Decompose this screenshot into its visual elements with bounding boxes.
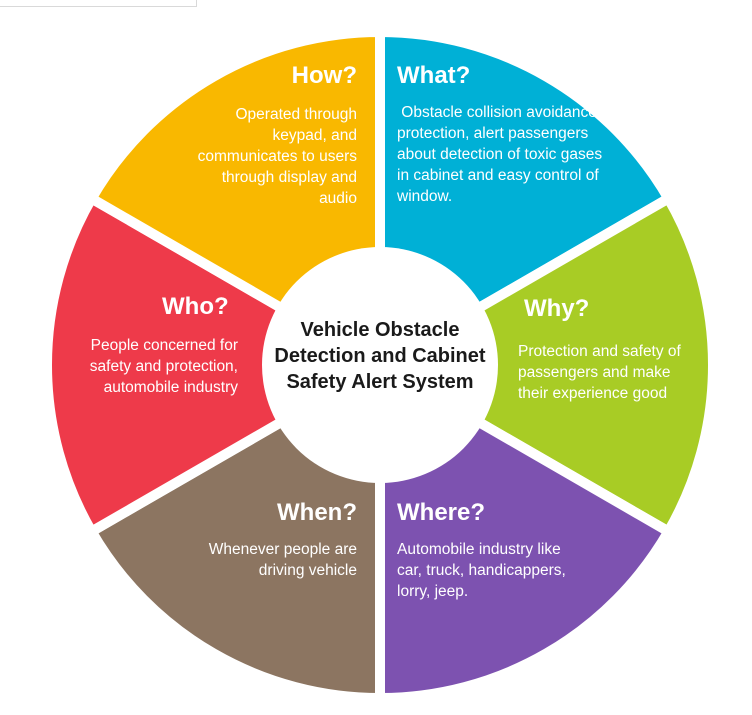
segment-who-line: safety and protection, [89, 358, 238, 375]
segment-why-body: Protection and safety of passengers and … [518, 341, 718, 404]
segment-how-title: How? [291, 62, 357, 89]
segment-how-body: Operated through keypad, and communicate… [150, 104, 357, 209]
segment-why-title: Why? [524, 295, 590, 322]
segment-when: When? Whenever people are driving vehicl… [150, 499, 357, 581]
segment-when-line: Whenever people are [208, 541, 357, 558]
segment-what-line: about detection of toxic gases [397, 146, 603, 163]
segment-how-line: through display and [221, 169, 357, 186]
segment-what-line: in cabinet and easy control of [397, 167, 599, 184]
segment-who-body: People concerned for safety and protecti… [66, 335, 238, 398]
segment-where-title: Where? [397, 499, 486, 526]
center-hub [262, 247, 498, 483]
segment-what-title: What? [397, 62, 471, 89]
segment-when-body: Whenever people are driving vehicle [150, 539, 357, 581]
segment-who-line: People concerned for [90, 337, 238, 354]
segment-what-body: Obstacle collision avoidance, protection… [397, 102, 652, 207]
segment-why: Why? Protection and safety of passengers… [518, 295, 718, 404]
segment-when-title: When? [277, 499, 357, 526]
segment-what-line: protection, alert passengers [397, 125, 589, 142]
segment-how-line: Operated through [235, 106, 357, 123]
segment-why-line: Protection and safety of [518, 343, 681, 360]
segment-why-line: their experience good [518, 385, 668, 402]
top-divider-line [0, 0, 197, 7]
segment-where-line: Automobile industry like [397, 541, 561, 558]
segment-why-line: passengers and make [518, 364, 671, 381]
segment-how-line: communicates to users [197, 148, 357, 165]
segment-where: Where? Automobile industry like car, tru… [397, 499, 637, 602]
segment-what-line: window. [397, 188, 453, 205]
segment-how-line: audio [319, 190, 357, 207]
segment-what-line: Obstacle collision avoidance, [397, 104, 602, 121]
segment-who: Who? People concerned for safety and pro… [66, 293, 256, 398]
segment-how: How? Operated through keypad, and commun… [150, 62, 357, 209]
center-title-line: Vehicle Obstacle [300, 319, 460, 341]
segment-where-body: Automobile industry like car, truck, han… [397, 539, 637, 602]
segment-when-line: driving vehicle [258, 562, 357, 579]
segment-how-line: keypad, and [272, 127, 357, 144]
wedge-why [369, 191, 718, 539]
segment-who-line: automobile industry [103, 379, 238, 396]
segment-where-line: lorry, jeep. [397, 583, 469, 600]
segment-where-line: car, truck, handicappers, [397, 562, 566, 579]
center-title: Vehicle Obstacle Detection and Cabinet S… [262, 317, 498, 395]
segment-what: What? Obstacle collision avoidance, prot… [397, 62, 652, 207]
segment-who-title: Who? [162, 293, 229, 320]
center-title-line: Detection and Cabinet [274, 345, 486, 367]
wedge-who [42, 191, 391, 539]
center-title-line: Safety Alert System [286, 371, 474, 393]
